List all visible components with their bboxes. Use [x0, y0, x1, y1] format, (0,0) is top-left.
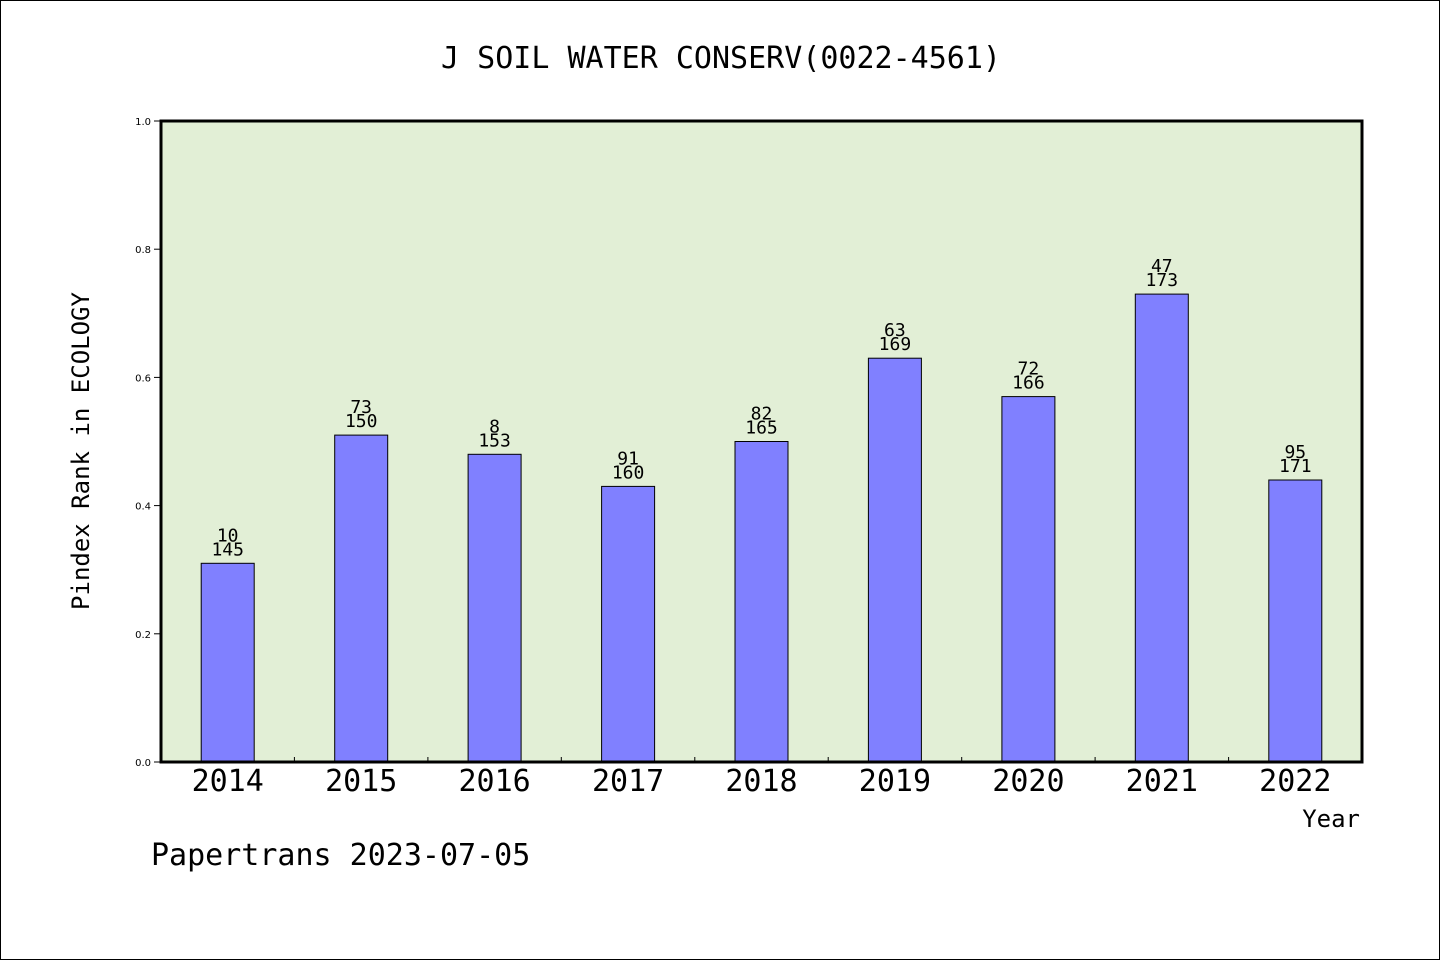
x-tick-label: 2019 — [859, 764, 931, 799]
bar-label-top: 8 — [489, 416, 500, 437]
y-tick-label: 0.0 — [135, 758, 151, 769]
bar-2019 — [867, 357, 922, 763]
bar-label-bottom: 173 — [1146, 270, 1179, 291]
x-axis-label: Year — [1302, 805, 1360, 833]
bar-label-bottom: 145 — [211, 539, 244, 560]
source-footer: Papertrans 2023-07-05 — [151, 838, 530, 873]
chart-title: J SOIL WATER CONSERV(0022-4561) — [441, 41, 1001, 76]
bar-label-bottom: 171 — [1279, 456, 1312, 477]
bars-group — [200, 293, 1323, 763]
bar-label-bottom: 160 — [612, 462, 645, 483]
y-tick-label: 0.6 — [135, 373, 151, 384]
bar-label-top: 10 — [217, 525, 239, 546]
bar-label-top: 73 — [350, 397, 372, 418]
plot-border — [159, 119, 1364, 764]
bar-2015 — [334, 434, 389, 763]
bar-2016 — [467, 453, 522, 763]
bar-2018 — [734, 441, 789, 763]
bar-label-top: 82 — [751, 404, 773, 425]
y-tick-label: 0.2 — [135, 630, 151, 641]
bar-label-top: 47 — [1151, 256, 1173, 277]
bar-label-bottom: 165 — [745, 418, 778, 439]
x-tick-label: 2018 — [725, 764, 797, 799]
x-tick-label: 2014 — [192, 764, 264, 799]
x-tick-label: 2021 — [1126, 764, 1198, 799]
bar-2017 — [601, 485, 656, 763]
bar-2022 — [1268, 479, 1323, 763]
y-tick-label: 0.8 — [135, 245, 151, 256]
bar-label-top: 95 — [1284, 442, 1306, 463]
x-tick-label: 2017 — [592, 764, 664, 799]
x-tick-label: 2015 — [325, 764, 397, 799]
bar-2020 — [1001, 396, 1056, 763]
bar-label-bottom: 150 — [345, 411, 378, 432]
bar-label-bottom: 153 — [478, 430, 511, 451]
y-tick-label: 0.4 — [135, 502, 151, 513]
y-tick-label: 1.0 — [135, 117, 151, 128]
bar-label-top: 72 — [1018, 359, 1040, 380]
x-tick-label: 2022 — [1259, 764, 1331, 799]
bar-label-bottom: 166 — [1012, 373, 1045, 394]
bar-label-top: 91 — [617, 448, 639, 469]
y-axis-label: Pindex Rank in ECOLOGY — [67, 292, 95, 610]
y-axis: 0.0 0.2 0.4 0.6 0.8 1.0 — [135, 117, 161, 769]
x-tick-label: 2016 — [458, 764, 530, 799]
bar-2014 — [200, 562, 255, 763]
bar-label-top: 63 — [884, 320, 906, 341]
bar-label-bottom: 169 — [879, 334, 912, 355]
x-tick-label: 2020 — [992, 764, 1064, 799]
bar-2021 — [1134, 293, 1189, 763]
x-axis: 2014 2015 2016 2017 2018 2019 2020 2021 2022 — [192, 757, 1331, 799]
